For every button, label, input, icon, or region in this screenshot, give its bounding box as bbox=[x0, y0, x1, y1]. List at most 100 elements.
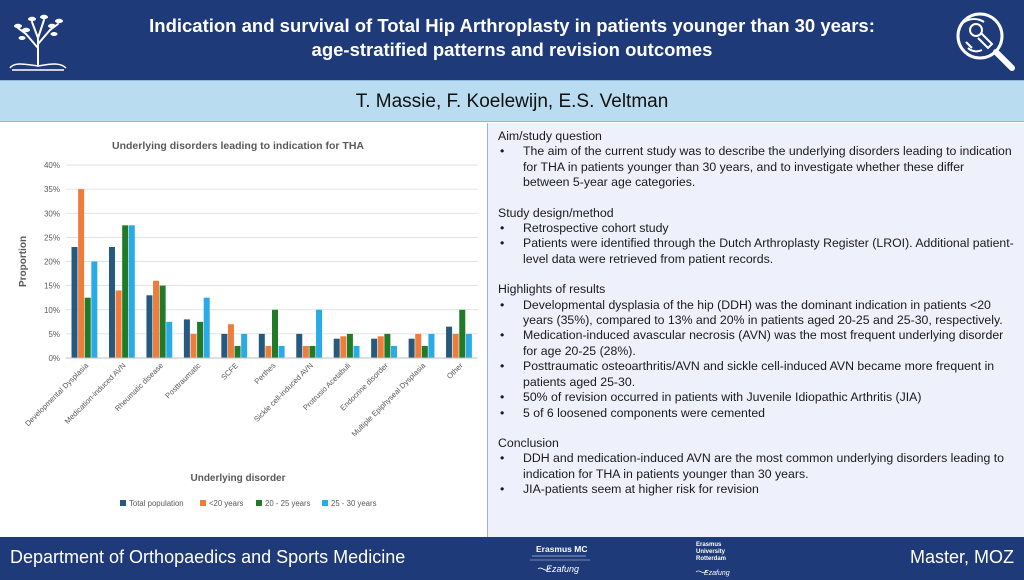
x-tick-label: Perthes bbox=[253, 361, 278, 386]
bar bbox=[377, 336, 384, 358]
bullet-list: The aim of the current study was to desc… bbox=[498, 144, 1014, 190]
bar bbox=[265, 345, 272, 358]
bar bbox=[122, 225, 129, 358]
bullet-list: Developmental dysplasia of the hip (DDH)… bbox=[498, 298, 1014, 422]
bar bbox=[353, 345, 360, 358]
bar bbox=[71, 247, 78, 358]
legend-swatch bbox=[120, 500, 126, 506]
department-label: Department of Orthopaedics and Sports Me… bbox=[10, 547, 406, 567]
bar bbox=[302, 345, 309, 358]
erasmus-university-logo: Erasmus University Rotterdam Ezafung bbox=[695, 542, 730, 577]
erasmus-mc-logo: Erasmus MC Ezafung bbox=[530, 544, 590, 574]
section: ConclusionDDH and medication-induced AVN… bbox=[498, 436, 1014, 498]
section-title: Highlights of results bbox=[498, 282, 606, 297]
bar bbox=[309, 345, 316, 358]
bar bbox=[371, 338, 378, 358]
y-tick-label: 35% bbox=[44, 185, 60, 194]
y-tick-label: 40% bbox=[44, 161, 60, 170]
bar bbox=[316, 309, 323, 358]
bullet-item: Patients were identified through the Dut… bbox=[498, 236, 1014, 267]
poster-header: Indication and survival of Total Hip Art… bbox=[0, 0, 1024, 80]
bar bbox=[203, 297, 210, 358]
bar bbox=[452, 333, 459, 358]
bar bbox=[333, 338, 340, 358]
bar bbox=[278, 345, 285, 358]
bar-chart: Underlying disorders leading to indicati… bbox=[18, 140, 478, 508]
bar bbox=[408, 338, 415, 358]
bar bbox=[159, 285, 166, 358]
bar bbox=[465, 333, 472, 358]
bar bbox=[296, 333, 303, 358]
bullet-item: Retrospective cohort study bbox=[498, 221, 1014, 237]
section-title: Conclusion bbox=[498, 435, 559, 450]
authors-bar: T. Massie, F. Koelewijn, E.S. Veltman bbox=[0, 80, 1024, 122]
hip-magnifier-icon bbox=[956, 12, 1015, 71]
bar bbox=[227, 324, 234, 358]
eur-logo-line-1: Erasmus bbox=[696, 542, 722, 548]
bullet-item: Medication-induced avascular necrosis (A… bbox=[498, 328, 1014, 359]
bar bbox=[258, 333, 265, 358]
bar bbox=[78, 189, 85, 358]
y-tick-label: 25% bbox=[44, 233, 60, 242]
section: Highlights of resultsDevelopmental dyspl… bbox=[498, 282, 1014, 421]
legend-label: 25 - 30 years bbox=[331, 499, 377, 508]
y-axis-label: Proportion bbox=[18, 236, 29, 287]
bar bbox=[183, 319, 190, 358]
title-line-1: Indication and survival of Total Hip Art… bbox=[149, 15, 875, 36]
bar bbox=[340, 336, 347, 358]
x-tick-label: Posttraumatic bbox=[163, 361, 202, 400]
bullet-item: JIA-patients seem at higher risk for rev… bbox=[498, 482, 1014, 498]
bullet-item: Developmental dysplasia of the hip (DDH)… bbox=[498, 298, 1014, 329]
y-tick-label: 20% bbox=[44, 258, 60, 267]
bar bbox=[421, 345, 428, 358]
eur-logo-signature: Ezafung bbox=[704, 570, 730, 577]
bar bbox=[190, 333, 197, 358]
bar bbox=[91, 261, 98, 358]
x-axis-label: Underlying disorder bbox=[190, 473, 285, 484]
section: Study design/methodRetrospective cohort … bbox=[498, 206, 1014, 268]
bullet-item: DDH and medication-induced AVN are the m… bbox=[498, 451, 1014, 482]
legend-label: 20 - 25 years bbox=[265, 499, 311, 508]
bar bbox=[241, 333, 248, 358]
bar bbox=[115, 290, 122, 358]
chart-panel: Underlying disorders leading to indicati… bbox=[0, 123, 486, 537]
bar bbox=[234, 345, 241, 358]
legend-swatch bbox=[322, 500, 328, 506]
bar bbox=[153, 280, 160, 358]
x-tick-label: Multiple Epiphyseal Dysplasia bbox=[350, 361, 428, 439]
section-title: Aim/study question bbox=[498, 129, 602, 143]
bullet-item: The aim of the current study was to desc… bbox=[498, 144, 1014, 190]
bar bbox=[166, 321, 173, 358]
title-line-2: age-stratified patterns and revision out… bbox=[311, 39, 713, 60]
legend-label: <20 years bbox=[209, 499, 244, 508]
bar bbox=[428, 333, 435, 358]
y-tick-label: 0% bbox=[48, 354, 60, 363]
x-tick-label: Medication-induced AVN bbox=[63, 361, 128, 426]
bar bbox=[146, 295, 153, 358]
authors: T. Massie, F. Koelewijn, E.S. Veltman bbox=[355, 91, 669, 112]
chart-title: Underlying disorders leading to indicati… bbox=[112, 140, 364, 152]
bullet-item: 5 of 6 loosened components were cemented bbox=[498, 406, 1014, 422]
tree-logo-icon bbox=[9, 14, 67, 71]
y-tick-label: 5% bbox=[48, 330, 60, 339]
bar bbox=[84, 297, 91, 358]
section: Aim/study questionThe aim of the current… bbox=[498, 129, 1014, 191]
master-label: Master, MOZ bbox=[909, 547, 1014, 567]
erasmus-mc-logo-text: Erasmus MC bbox=[536, 544, 588, 554]
poster-title: Indication and survival of Total Hip Art… bbox=[90, 14, 934, 62]
y-tick-label: 15% bbox=[44, 282, 60, 291]
bar bbox=[415, 333, 422, 358]
bar bbox=[197, 321, 204, 358]
bar bbox=[108, 247, 115, 358]
bullet-item: 50% of revision occurred in patients wit… bbox=[498, 390, 1014, 406]
y-tick-label: 10% bbox=[44, 306, 60, 315]
y-tick-label: 30% bbox=[44, 209, 60, 218]
bar bbox=[221, 333, 228, 358]
x-tick-label: SCFE bbox=[219, 361, 240, 382]
legend-swatch bbox=[256, 500, 262, 506]
section-title: Study design/method bbox=[498, 205, 614, 220]
bar bbox=[384, 333, 391, 358]
bullet-item: Posttraumatic osteoarthritis/AVN and sic… bbox=[498, 359, 1014, 390]
eur-logo-line-2: University bbox=[696, 549, 726, 555]
bullet-list: DDH and medication-induced AVN are the m… bbox=[498, 451, 1014, 498]
